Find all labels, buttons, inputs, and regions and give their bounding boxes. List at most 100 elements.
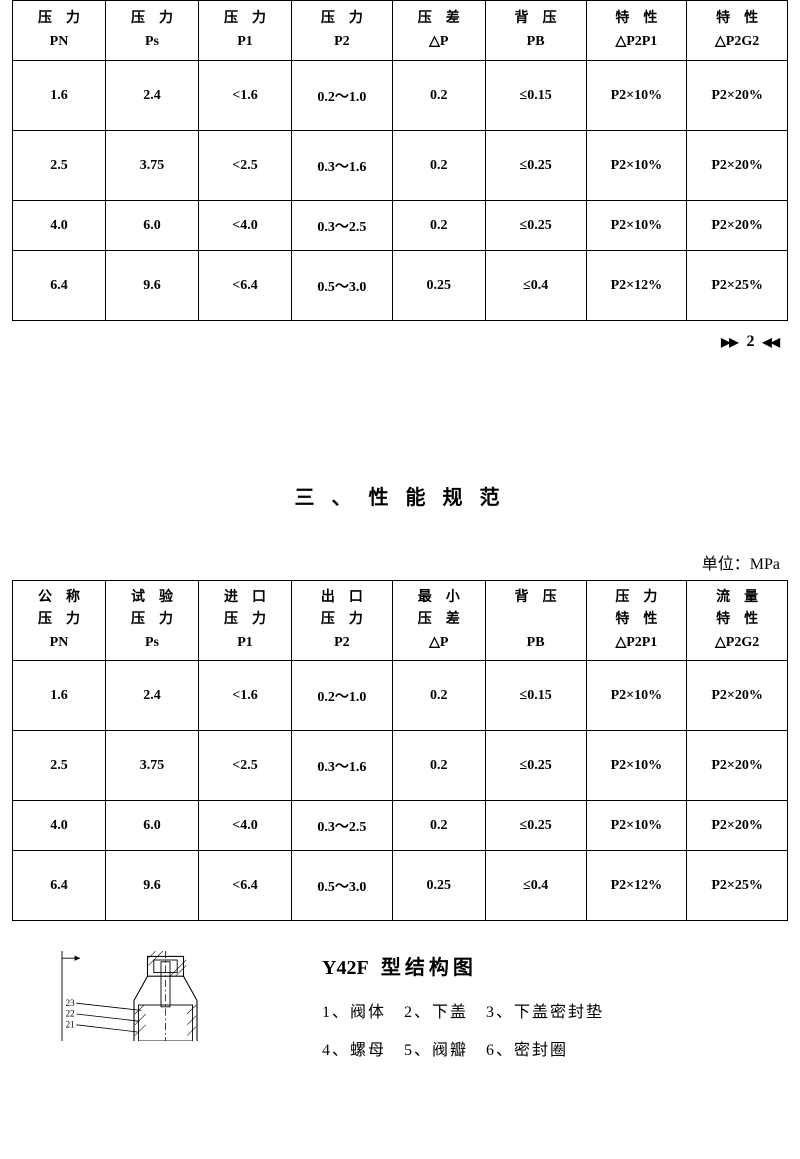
table-cell: 0.3～2.5: [292, 201, 393, 251]
table-cell: ≤0.25: [485, 801, 586, 851]
table-cell: ≤0.25: [485, 731, 586, 801]
legend-title-text: 型结构图: [381, 957, 477, 979]
table-cell: 2.5: [13, 731, 106, 801]
table-cell: 4.0: [13, 201, 106, 251]
table-cell: P2×12%: [586, 251, 687, 321]
t2-h7: 流 量特 性△P2G2: [687, 581, 788, 661]
table-cell: ≤0.15: [485, 61, 586, 131]
table-cell: 1.6: [13, 61, 106, 131]
table-cell: 2.4: [106, 661, 199, 731]
section-title: 三 、 性 能 规 范: [12, 481, 788, 510]
table-cell: 3.75: [106, 131, 199, 201]
table-cell: 6.0: [106, 801, 199, 851]
table-cell: 0.2: [392, 661, 485, 731]
diagram-label-23: 23: [66, 998, 76, 1008]
legend-title: Y42F 型结构图: [322, 951, 788, 980]
table-cell: 9.6: [106, 251, 199, 321]
table-cell: P2×20%: [687, 661, 788, 731]
t1-h3: 压 力P2: [292, 1, 393, 61]
table-cell: 0.2: [392, 731, 485, 801]
table-row: 6.49.6<6.40.5～3.00.25≤0.4P2×12%P2×25%: [13, 251, 788, 321]
spec-table-1: 压 力PN 压 力Ps 压 力P1 压 力P2 压 差△P 背 压PB 特 性△…: [12, 0, 788, 321]
table-row: 2.53.75<2.50.3～1.60.2≤0.25P2×10%P2×20%: [13, 131, 788, 201]
table-row: 4.06.0<4.00.3～2.50.2≤0.25P2×10%P2×20%: [13, 201, 788, 251]
table-cell: 0.25: [392, 851, 485, 921]
table-cell: <2.5: [199, 731, 292, 801]
table-1-body: 1.62.4<1.60.2～1.00.2≤0.15P2×10%P2×20%2.5…: [13, 61, 788, 321]
table-cell: <4.0: [199, 801, 292, 851]
table-cell: P2×25%: [687, 251, 788, 321]
legend-model: Y42F: [322, 957, 368, 979]
table-cell: P2×20%: [687, 801, 788, 851]
table-cell: 0.5～3.0: [292, 851, 393, 921]
table-cell: 0.5～3.0: [292, 251, 393, 321]
page-number: 2: [747, 333, 757, 350]
table-cell: 1.6: [13, 661, 106, 731]
t1-h2: 压 力P1: [199, 1, 292, 61]
table-cell: ≤0.4: [485, 851, 586, 921]
legend-area: Y42F 型结构图 1、阀体 2、下盖 3、下盖密封垫 4、螺母 5、阀瓣 6、…: [292, 951, 788, 1074]
table-cell: 0.25: [392, 251, 485, 321]
table-cell: P2×10%: [586, 61, 687, 131]
table-cell: P2×10%: [586, 201, 687, 251]
table-cell: <1.6: [199, 61, 292, 131]
table-cell: ≤0.15: [485, 661, 586, 731]
t2-h2: 进 口压 力P1: [199, 581, 292, 661]
triangle-right-icon: [732, 333, 740, 350]
page-number-marker: 2: [12, 333, 782, 351]
table-cell: 0.2: [392, 201, 485, 251]
table-cell: P2×10%: [586, 731, 687, 801]
table-cell: 0.2～1.0: [292, 61, 393, 131]
table-cell: ≤0.4: [485, 251, 586, 321]
spec-table-2: 公 称压 力PN 试 验压 力Ps 进 口压 力P1 出 口压 力P2 最 小压…: [12, 580, 788, 921]
table-cell: 6.4: [13, 851, 106, 921]
table-cell: P2×10%: [586, 801, 687, 851]
diagram-label-21: 21: [66, 1020, 75, 1030]
table-cell: P2×12%: [586, 851, 687, 921]
t2-h3: 出 口压 力P2: [292, 581, 393, 661]
table-cell: 0.2: [392, 801, 485, 851]
table-cell: 2.4: [106, 61, 199, 131]
table-cell: P2×20%: [687, 731, 788, 801]
t1-h1: 压 力Ps: [106, 1, 199, 61]
table-cell: 0.3～2.5: [292, 801, 393, 851]
table-row: 6.49.6<6.40.5～3.00.25≤0.4P2×12%P2×25%: [13, 851, 788, 921]
table-cell: 2.5: [13, 131, 106, 201]
table-cell: <1.6: [199, 661, 292, 731]
t1-h7: 特 性△P2G2: [687, 1, 788, 61]
t1-h5: 背 压PB: [485, 1, 586, 61]
table-cell: 0.3～1.6: [292, 731, 393, 801]
table-cell: <6.4: [199, 851, 292, 921]
table-cell: 3.75: [106, 731, 199, 801]
legend-line-2: 4、螺母 5、阀瓣 6、密封圈: [322, 1036, 788, 1060]
table-cell: ≤0.25: [485, 131, 586, 201]
table-cell: <6.4: [199, 251, 292, 321]
table-cell: <2.5: [199, 131, 292, 201]
diagram-label-22: 22: [66, 1009, 75, 1019]
t2-h1: 试 验压 力Ps: [106, 581, 199, 661]
table-cell: P2×10%: [586, 131, 687, 201]
table-cell: 0.2: [392, 131, 485, 201]
t2-h5: 背 压PB: [485, 581, 586, 661]
triangle-left-icon: [774, 333, 782, 350]
t1-h4: 压 差△P: [392, 1, 485, 61]
table-1-head: 压 力PN 压 力Ps 压 力P1 压 力P2 压 差△P 背 压PB 特 性△…: [13, 1, 788, 61]
table-cell: 9.6: [106, 851, 199, 921]
table-cell: ≤0.25: [485, 201, 586, 251]
table-2-head: 公 称压 力PN 试 验压 力Ps 进 口压 力P1 出 口压 力P2 最 小压…: [13, 581, 788, 661]
table-cell: 6.0: [106, 201, 199, 251]
table-cell: P2×25%: [687, 851, 788, 921]
table-cell: 4.0: [13, 801, 106, 851]
legend-line-1: 1、阀体 2、下盖 3、下盖密封垫: [322, 998, 788, 1022]
table-cell: P2×20%: [687, 61, 788, 131]
t2-h0: 公 称压 力PN: [13, 581, 106, 661]
table-row: 1.62.4<1.60.2～1.00.2≤0.15P2×10%P2×20%: [13, 661, 788, 731]
table-row: 4.06.0<4.00.3～2.50.2≤0.25P2×10%P2×20%: [13, 801, 788, 851]
table-cell: <4.0: [199, 201, 292, 251]
table-cell: P2×20%: [687, 131, 788, 201]
structure-diagram: 23 22 21: [12, 951, 292, 1041]
table-row: 2.53.75<2.50.3～1.60.2≤0.25P2×10%P2×20%: [13, 731, 788, 801]
table-cell: 0.3～1.6: [292, 131, 393, 201]
table-2-body: 1.62.4<1.60.2～1.00.2≤0.15P2×10%P2×20%2.5…: [13, 661, 788, 921]
t1-h6: 特 性△P2P1: [586, 1, 687, 61]
